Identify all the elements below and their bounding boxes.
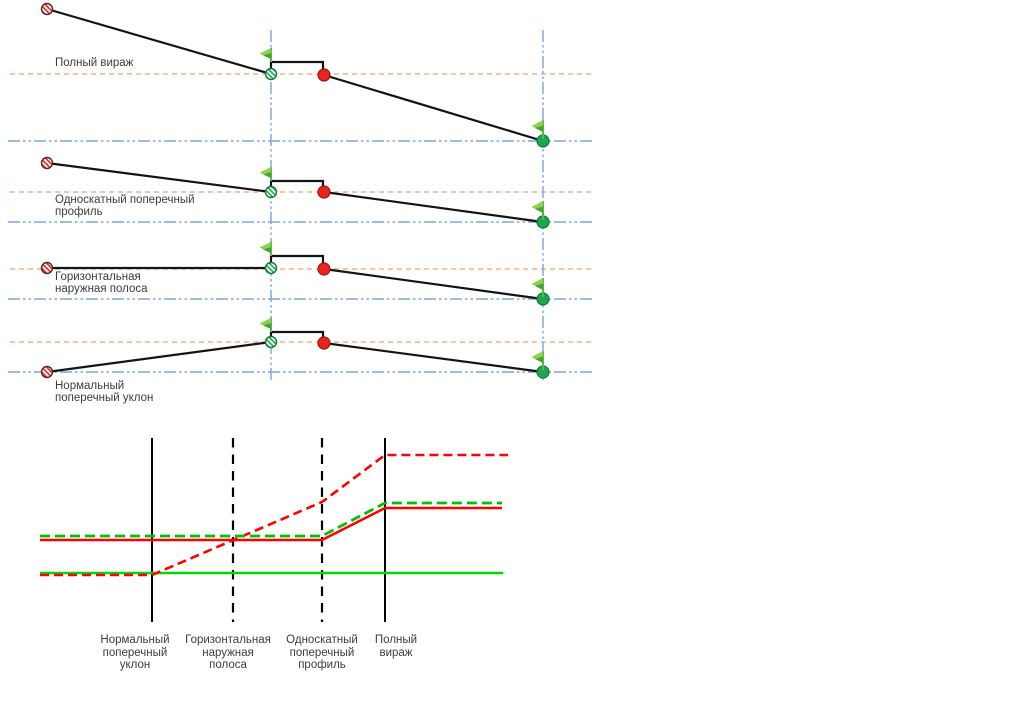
stage-label-line: Односкатный [286, 634, 358, 646]
axis-point-marker [264, 185, 278, 199]
flag-pennant-accent [263, 247, 271, 253]
profile-geometry-full-superelevation [40, 2, 550, 148]
stage-label-single-slope: Односкатный поперечный профиль [286, 634, 358, 672]
left-edge-marker [40, 156, 54, 170]
axis-point-marker [264, 335, 278, 349]
stage-label-line: Горизонтальная [185, 634, 271, 646]
profile-label-single-slope: Односкатный поперечный профиль [55, 194, 195, 219]
left-edge-marker [40, 2, 54, 16]
red-point-marker [317, 262, 331, 276]
red-point-marker [317, 68, 331, 82]
red-point-marker [317, 336, 331, 350]
road-surface-line [46, 330, 544, 374]
stage-label-line: Нормальный [100, 634, 170, 646]
profile-geometry-single-slope-cross-profile [40, 156, 550, 229]
profile-row-normal-cross-slope [8, 341, 593, 373]
flag-pennant-accent [535, 356, 543, 363]
flag-pennant-accent [263, 323, 271, 329]
flag-pennant-accent [535, 206, 543, 213]
red-point-marker [317, 185, 331, 199]
profile-label-line: Полный вираж [55, 57, 134, 69]
series-outer-edge-red-dashed [40, 453, 508, 577]
axis-point-marker [264, 67, 278, 81]
left-edge-marker [40, 261, 54, 275]
stage-label-line: вираж [379, 646, 413, 659]
flag-pennant-accent [535, 125, 543, 132]
profile-label-normal-cross-slope: Нормальный поперечный уклон [55, 380, 153, 405]
stage-label-horizontal-outer-lane: Горизонтальная наружная полоса [185, 634, 271, 672]
profile-label-full-superelevation: Полный вираж [55, 57, 133, 69]
stage-label-line: уклон [119, 659, 151, 672]
series-axis-green-dashed [40, 501, 502, 538]
road-surface-line [46, 7, 544, 143]
flag-pennant-accent [263, 172, 271, 178]
axis-point-marker [264, 261, 278, 275]
profile-row-horizontal-outer-lane [8, 268, 593, 300]
profile-label-line: наружная полоса [55, 283, 148, 296]
profile-label-line: Нормальный [55, 380, 125, 392]
profile-label-line: Горизонтальная [55, 271, 141, 283]
stage-label-normal-cross-slope: Нормальный поперечный уклон [100, 634, 169, 672]
flag-pennant-accent [535, 283, 543, 290]
cross-profiles-section [8, 2, 593, 380]
profile-geometry-horizontal-outer-lane [40, 242, 550, 306]
stage-label-line: полоса [209, 659, 247, 672]
profile-label-line: Односкатный поперечный [55, 194, 195, 206]
profile-label-line: профиль [55, 206, 103, 219]
profile-row-single-slope-cross-profile [8, 191, 593, 223]
stage-label-line: Полный [374, 634, 418, 646]
profile-geometry-normal-cross-slope [40, 318, 550, 379]
profile-row-full-superelevation [8, 73, 593, 142]
series-axis-red-solid [40, 506, 502, 542]
stage-label-full-superelevation: Полный вираж [375, 634, 417, 659]
left-edge-marker [40, 365, 54, 379]
stage-label-line: профиль [298, 659, 346, 672]
transition-chart [40, 438, 508, 622]
stage-label-line: поперечный [289, 646, 355, 659]
profile-label-line: поперечный уклон [55, 392, 154, 405]
stage-label-line: поперечный [102, 646, 168, 659]
flag-pennant-accent [263, 53, 271, 59]
profile-label-horizontal-outer-lane: Горизонтальная наружная полоса [55, 271, 148, 296]
stage-label-line: наружная [202, 646, 254, 659]
